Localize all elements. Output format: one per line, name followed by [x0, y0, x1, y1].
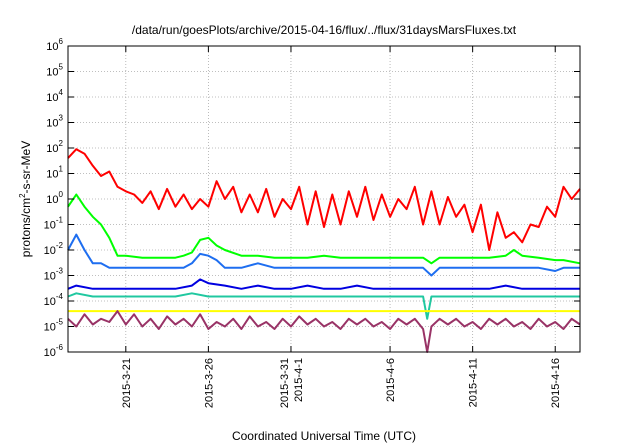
y-tick-label: 10-3 [44, 267, 64, 283]
y-tick-label: 10-1 [44, 216, 64, 232]
y-tick-exp: -6 [56, 343, 64, 352]
y-tick-label: 104 [46, 88, 63, 104]
y-tick-base: 10 [44, 296, 56, 308]
x-tick-label: 2015-3-26 [203, 358, 215, 408]
y-tick-label: 10-4 [44, 292, 64, 308]
y-tick-exp: -2 [56, 241, 64, 250]
y-tick-base: 10 [44, 322, 56, 334]
y-tick-exp: -5 [56, 318, 64, 327]
chart-title: /data/run/goesPlots/archive/2015-04-16/f… [132, 23, 517, 37]
y-tick-exp: 4 [59, 88, 64, 97]
series-line-3 [67, 233, 580, 277]
y-tick-base: 10 [44, 271, 56, 283]
y-tick-base: 10 [44, 220, 56, 232]
series-line-4 [67, 278, 580, 290]
series-line-5 [67, 292, 580, 320]
y-tick-base: 10 [46, 143, 58, 155]
x-tick-label: 2015-4-16 [550, 358, 562, 408]
y-tick-exp: 2 [59, 139, 64, 148]
y-axis-title-prefix: protons/cm [19, 198, 33, 257]
y-tick-base: 10 [46, 92, 58, 104]
y-tick-label: 10-5 [44, 318, 64, 334]
x-tick-label: 2015-3-31 [279, 358, 291, 408]
y-tick-exp: 5 [59, 63, 64, 72]
y-tick-label: 10-6 [44, 343, 64, 359]
y-tick-exp: 3 [59, 114, 64, 123]
y-tick-labels: 10610510410310210110010-110-210-310-410-… [44, 37, 64, 359]
series-layer [67, 148, 581, 353]
x-tick-labels: 2015-3-21 2015-3-26 2015-3-31 2015-4-1 2015-… [121, 358, 562, 408]
y-tick-base: 10 [46, 118, 58, 130]
y-tick-label: 106 [46, 37, 63, 53]
y-tick-exp: -4 [56, 292, 64, 301]
y-tick-label: 105 [46, 63, 63, 79]
y-tick-base: 10 [44, 347, 56, 359]
series-line-1 [67, 148, 581, 251]
y-tick-base: 10 [46, 67, 58, 79]
y-axis-title: protons/cm2-s-sr-MeV [18, 141, 33, 257]
y-tick-label: 103 [46, 114, 63, 130]
x-tick-label: 2015-4-6 [385, 358, 397, 402]
x-tick-label: 2015-4-1 [293, 358, 305, 402]
tick-marks [68, 45, 580, 353]
y-tick-label: 10-2 [44, 241, 64, 257]
y-tick-exp: -3 [56, 267, 64, 276]
y-axis-title-sup: 2 [18, 193, 27, 198]
y-tick-label: 101 [46, 165, 63, 181]
x-tick-label: 2015-4-11 [468, 358, 480, 407]
y-axis-title-suffix: -s-sr-MeV [19, 141, 33, 194]
y-tick-base: 10 [46, 194, 58, 206]
x-axis-title: Coordinated Universal Time (UTC) [232, 429, 416, 443]
y-tick-exp: 6 [59, 37, 64, 46]
y-tick-base: 10 [46, 41, 58, 53]
series-line-2 [67, 193, 581, 265]
y-tick-label: 100 [46, 190, 63, 206]
y-tick-exp: 0 [59, 190, 64, 199]
series-line-7 [67, 310, 581, 353]
y-tick-base: 10 [44, 245, 56, 257]
y-tick-base: 10 [46, 169, 58, 181]
y-tick-exp: -1 [56, 216, 64, 225]
y-tick-exp: 1 [59, 165, 64, 174]
x-tick-label: 2015-3-21 [121, 358, 133, 408]
y-tick-label: 102 [46, 139, 63, 155]
